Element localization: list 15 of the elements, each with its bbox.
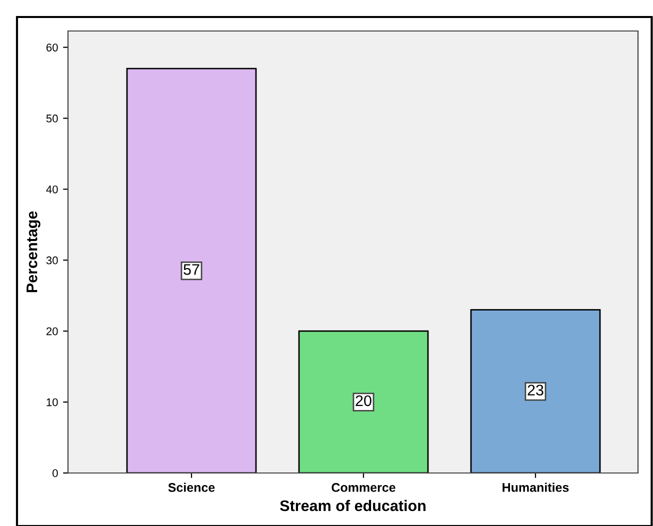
y-tick-label: 30 xyxy=(46,256,58,264)
x-tick-label: Humanities xyxy=(502,482,569,492)
y-tick-label: 60 xyxy=(46,44,58,52)
data-label: 20 xyxy=(356,395,372,406)
data-label: 23 xyxy=(528,384,544,396)
data-label: 57 xyxy=(184,264,200,275)
y-tick-label: 20 xyxy=(46,327,58,336)
x-tick-label: Commerce xyxy=(332,483,396,492)
y-tick-label: 10 xyxy=(46,398,58,406)
y-tick-label: 40 xyxy=(46,185,58,194)
y-tick-label: 50 xyxy=(46,114,58,122)
x-tick-label: Science xyxy=(168,482,215,492)
x-axis-title: Stream of education xyxy=(280,500,426,512)
y-axis-title: Percentage xyxy=(26,211,40,292)
y-tick-label: 0 xyxy=(52,469,58,478)
